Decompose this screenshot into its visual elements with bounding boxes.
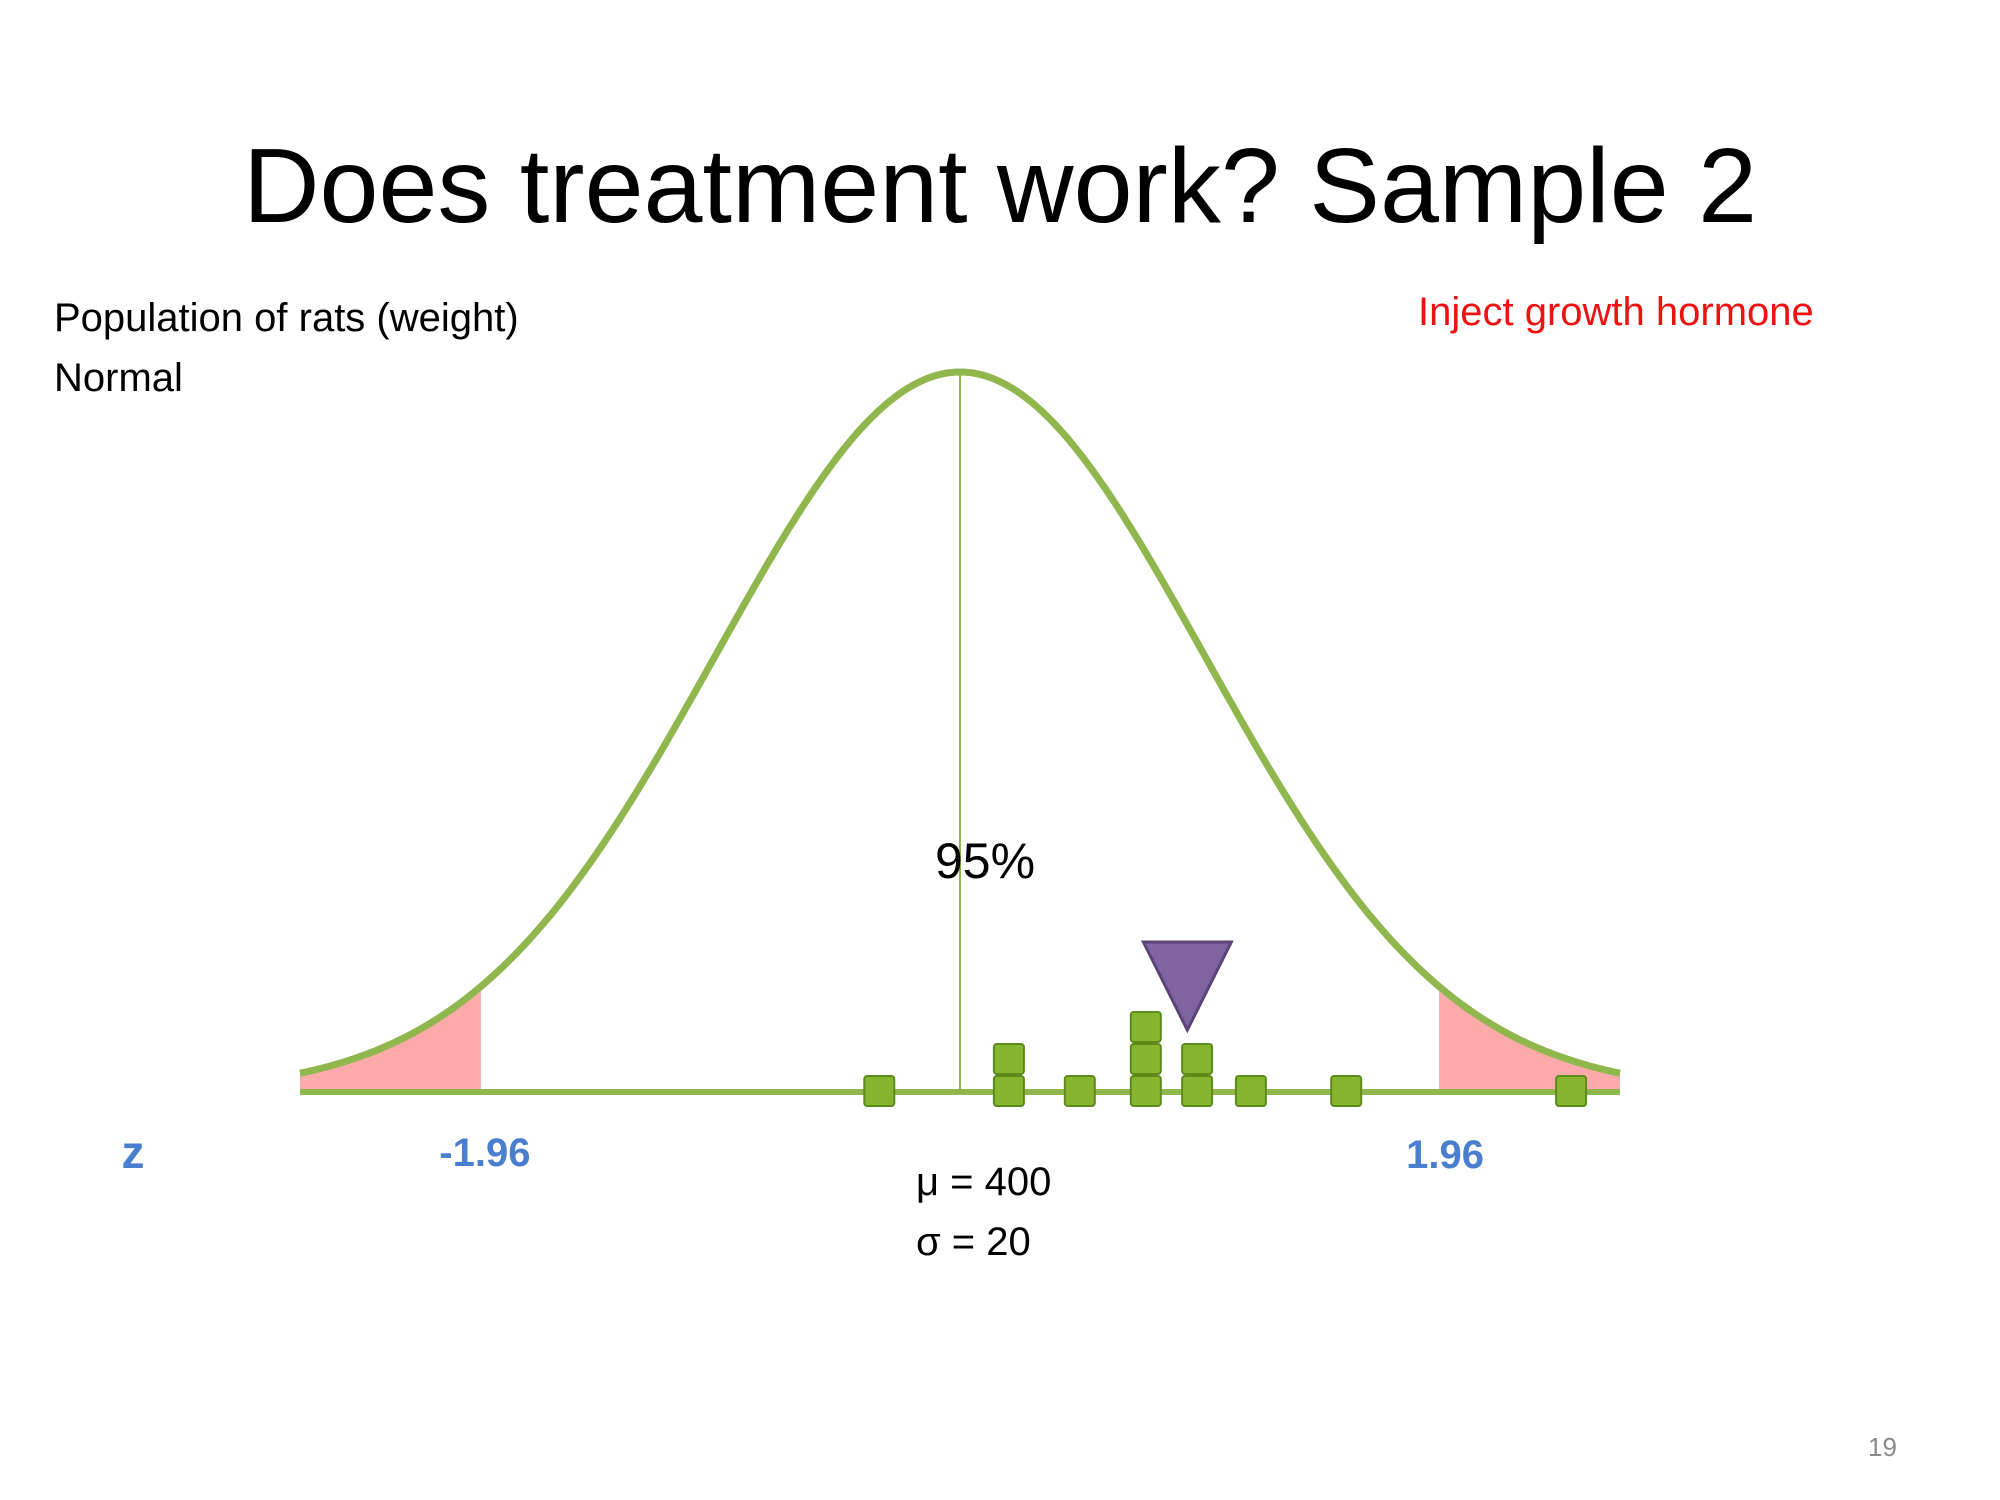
sample-point <box>992 1075 1025 1107</box>
population-label: Population of rats (weight) <box>54 296 519 340</box>
critical-value-left: -1.96 <box>439 1131 530 1175</box>
normal-curve <box>299 368 1621 1077</box>
sample-point <box>992 1043 1025 1075</box>
distribution-label: Normal <box>54 356 183 400</box>
critical-value-right: 1.96 <box>1406 1133 1484 1177</box>
sample-point <box>1555 1075 1588 1107</box>
sample-mean-marker <box>1140 940 1234 1034</box>
center-percent-label: 95% <box>935 833 1035 889</box>
sample-point <box>1181 1075 1214 1107</box>
page-number: 19 <box>1868 1432 1897 1462</box>
sample-point <box>863 1075 896 1107</box>
parameters: μ = 400 σ = 20 <box>916 1152 1051 1272</box>
sample-point <box>1330 1075 1363 1107</box>
sigma-label: σ = 20 <box>916 1220 1031 1264</box>
z-axis-label: z <box>122 1126 145 1178</box>
sample-point <box>1063 1075 1096 1107</box>
sample-point <box>1129 1011 1162 1043</box>
sample-point <box>1234 1075 1267 1107</box>
sample-point <box>1181 1043 1214 1075</box>
left-rejection-tail <box>300 986 481 1092</box>
sample-point <box>1129 1075 1162 1107</box>
population-caption: Population of rats (weight) Normal <box>54 288 519 408</box>
treatment-label: Inject growth hormone <box>1418 290 1814 334</box>
right-rejection-tail <box>1439 986 1620 1092</box>
mu-label: μ = 400 <box>916 1160 1052 1204</box>
sample-points <box>863 1011 1588 1107</box>
slide-title: Does treatment work? Sample 2 <box>242 127 1758 245</box>
sample-point <box>1129 1043 1162 1075</box>
